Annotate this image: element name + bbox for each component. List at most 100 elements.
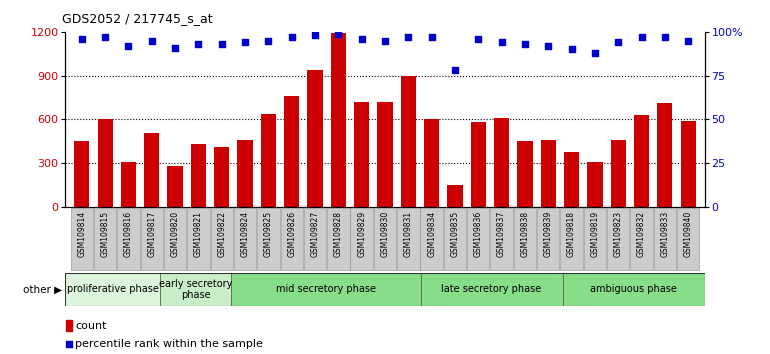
Bar xyxy=(168,166,182,207)
Text: GSM109837: GSM109837 xyxy=(497,211,506,257)
Bar xyxy=(94,209,116,270)
Point xyxy=(612,40,624,45)
Bar xyxy=(490,209,513,270)
Text: GSM109834: GSM109834 xyxy=(427,211,436,257)
Bar xyxy=(187,209,209,270)
Bar xyxy=(350,209,373,270)
Text: GSM109814: GSM109814 xyxy=(77,211,86,257)
Point xyxy=(519,41,531,47)
Bar xyxy=(654,209,676,270)
Text: GSM109840: GSM109840 xyxy=(684,211,693,257)
Bar xyxy=(420,209,443,270)
Bar xyxy=(470,122,486,207)
Text: late secretory phase: late secretory phase xyxy=(441,284,541,295)
Text: GSM109818: GSM109818 xyxy=(567,211,576,257)
Bar xyxy=(141,209,163,270)
Bar xyxy=(494,118,509,207)
Point xyxy=(122,43,135,49)
Text: GSM109817: GSM109817 xyxy=(147,211,156,257)
Text: GDS2052 / 217745_s_at: GDS2052 / 217745_s_at xyxy=(62,12,213,25)
Bar xyxy=(191,144,206,207)
Point xyxy=(542,43,554,49)
Bar xyxy=(160,273,231,306)
Text: GSM109828: GSM109828 xyxy=(334,211,343,257)
Point xyxy=(192,41,205,47)
Text: GSM109815: GSM109815 xyxy=(101,211,109,257)
Bar xyxy=(400,76,416,207)
Point xyxy=(239,40,251,45)
Bar xyxy=(561,209,583,270)
Point xyxy=(146,38,158,44)
Point xyxy=(332,31,344,36)
Text: ambiguous phase: ambiguous phase xyxy=(590,284,677,295)
Text: GSM109825: GSM109825 xyxy=(264,211,273,257)
Bar xyxy=(144,133,159,207)
Text: GSM109831: GSM109831 xyxy=(403,211,413,257)
Point xyxy=(426,34,438,40)
Text: GSM109821: GSM109821 xyxy=(194,211,203,257)
Bar xyxy=(257,209,280,270)
Text: mid secretory phase: mid secretory phase xyxy=(276,284,376,295)
Point xyxy=(356,36,368,42)
Bar xyxy=(424,120,439,207)
Text: GSM109826: GSM109826 xyxy=(287,211,296,257)
Bar xyxy=(444,209,466,270)
Bar xyxy=(607,209,629,270)
Text: GSM109819: GSM109819 xyxy=(591,211,599,257)
Text: proliferative phase: proliferative phase xyxy=(67,284,159,295)
Point xyxy=(449,68,461,73)
Bar xyxy=(65,273,160,306)
Text: other ▶: other ▶ xyxy=(23,284,62,295)
Bar xyxy=(304,209,326,270)
Bar xyxy=(231,273,420,306)
Text: GSM109838: GSM109838 xyxy=(521,211,530,257)
Bar xyxy=(611,140,626,207)
Text: count: count xyxy=(75,321,106,331)
Bar xyxy=(377,102,393,207)
Text: GSM109820: GSM109820 xyxy=(171,211,179,257)
Bar xyxy=(631,209,653,270)
Bar xyxy=(234,209,256,270)
Text: percentile rank within the sample: percentile rank within the sample xyxy=(75,339,263,349)
Bar xyxy=(563,273,705,306)
Text: GSM109829: GSM109829 xyxy=(357,211,367,257)
Text: GSM109823: GSM109823 xyxy=(614,211,623,257)
Bar xyxy=(280,209,303,270)
Bar xyxy=(237,140,253,207)
Point xyxy=(635,34,648,40)
Text: GSM109824: GSM109824 xyxy=(240,211,249,257)
Bar xyxy=(98,120,112,207)
Bar xyxy=(517,141,533,207)
Point xyxy=(263,38,275,44)
Bar xyxy=(447,185,463,207)
Text: GSM109835: GSM109835 xyxy=(450,211,460,257)
Bar xyxy=(397,209,420,270)
Bar xyxy=(117,209,139,270)
Point xyxy=(402,34,414,40)
Point xyxy=(62,341,75,347)
Text: GSM109830: GSM109830 xyxy=(380,211,390,257)
Point xyxy=(75,36,88,42)
Point xyxy=(565,47,578,52)
Point xyxy=(472,36,484,42)
Bar xyxy=(284,96,300,207)
Bar xyxy=(354,102,370,207)
Text: GSM109816: GSM109816 xyxy=(124,211,133,257)
Point xyxy=(169,45,181,51)
Bar xyxy=(658,103,672,207)
Bar xyxy=(164,209,186,270)
Point xyxy=(309,33,321,38)
Text: GSM109836: GSM109836 xyxy=(474,211,483,257)
Text: GSM109839: GSM109839 xyxy=(544,211,553,257)
Bar xyxy=(214,147,229,207)
Point xyxy=(659,34,671,40)
Bar xyxy=(677,209,699,270)
Point xyxy=(216,41,228,47)
Bar xyxy=(537,209,560,270)
Bar xyxy=(541,140,556,207)
Bar xyxy=(261,114,276,207)
Text: GSM109833: GSM109833 xyxy=(661,211,669,257)
Bar xyxy=(420,273,563,306)
Bar xyxy=(327,209,350,270)
Bar xyxy=(65,320,72,331)
